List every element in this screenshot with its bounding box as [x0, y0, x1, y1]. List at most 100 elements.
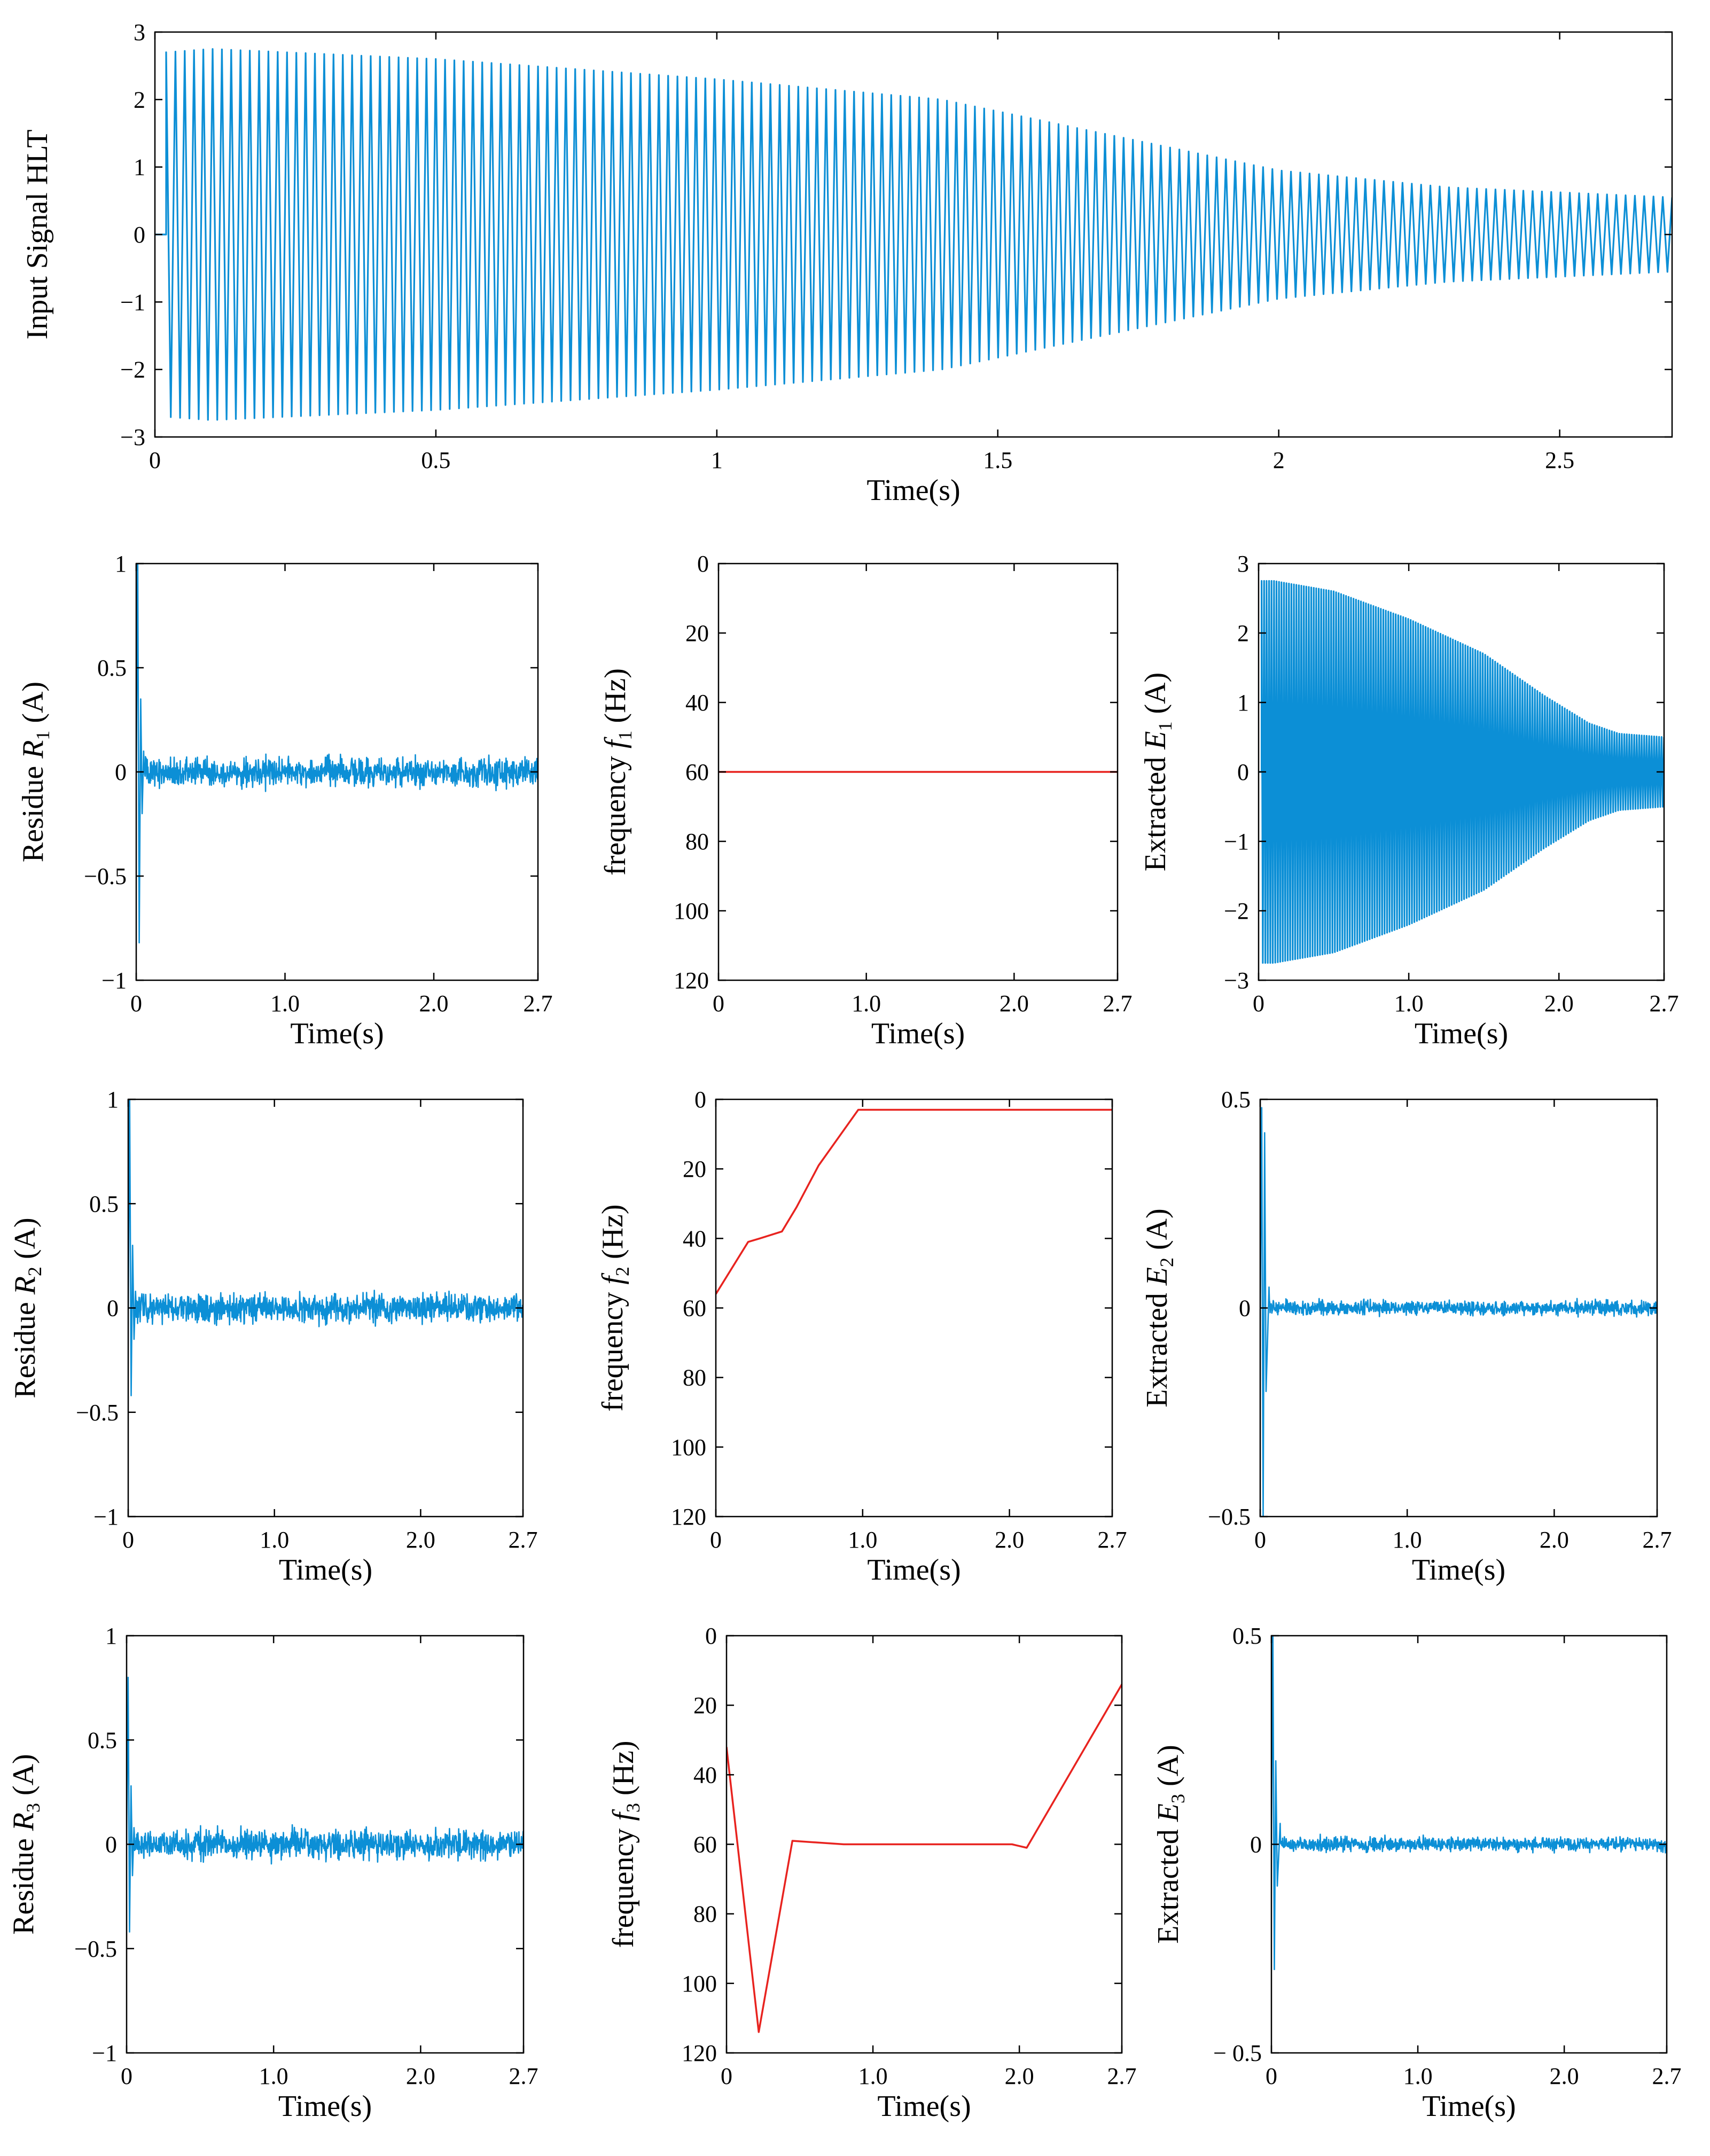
- r2-ytick-label: 1: [107, 1087, 119, 1113]
- f3-ytick-label: 40: [693, 1762, 717, 1788]
- f1-ytick-label: 20: [685, 620, 709, 646]
- r1-xlabel: Time(s): [290, 1017, 384, 1050]
- f3-ytick-label: 120: [682, 2040, 717, 2066]
- r2-ytick-label: 0: [107, 1295, 119, 1322]
- f2-ytick-label: 120: [671, 1504, 706, 1530]
- panel-f2: 0 1.0 2.0 2.7 0 20 40 60 80 100 120 Time(s) frequenc…: [596, 1087, 1127, 1587]
- r2-ytick-label: 0.5: [89, 1191, 119, 1217]
- e3-ytick-label: 0: [1250, 1832, 1262, 1858]
- e1-xtick-label: 0: [1253, 990, 1264, 1017]
- input-ytick-label: −1: [120, 289, 145, 315]
- r2-xtick-label: 0: [122, 1527, 134, 1553]
- e1-ytick-label: 1: [1237, 690, 1249, 716]
- r1-xtick-label: 2.0: [419, 990, 449, 1017]
- e2-xtick-label: 2.7: [1643, 1527, 1672, 1553]
- r3-ytick-label: 1: [105, 1623, 117, 1649]
- e1-ytick-label: 2: [1237, 620, 1249, 646]
- input-xtick-label: 2.5: [1545, 447, 1574, 473]
- f2-ytick-label: 0: [694, 1087, 706, 1113]
- e3-xtick-label: 2.0: [1550, 2063, 1579, 2089]
- e2-ylabel: Extracted E2 (A): [1141, 1208, 1177, 1408]
- e1-ytick-label: 0: [1237, 759, 1249, 785]
- input-ytick-label: 0: [134, 222, 145, 248]
- f1-xlabel: Time(s): [871, 1017, 965, 1050]
- r1-ytick-label: 1: [115, 551, 127, 577]
- r2-series-line: [128, 1099, 523, 1396]
- f2-ytick-label: 80: [683, 1365, 706, 1391]
- r3-series-line: [127, 1676, 524, 1933]
- f2-ylabel: frequency f2 (Hz): [596, 1204, 633, 1411]
- r1-ytick-label: −0.5: [84, 863, 127, 889]
- r2-ytick-label: −1: [93, 1504, 119, 1530]
- r2-ytick-label: −0.5: [76, 1400, 119, 1426]
- f3-xtick-label: 2.0: [1005, 2063, 1034, 2089]
- r2-ylabel: Residue R2 (A): [9, 1217, 45, 1398]
- r1-ylabel: Residue R1 (A): [17, 682, 53, 862]
- r1-xtick-label: 2.7: [524, 990, 553, 1017]
- r1-series-line: [136, 564, 538, 944]
- e1-ytick-label: −2: [1224, 898, 1249, 924]
- e2-xtick-label: 1.0: [1393, 1527, 1422, 1553]
- f2-ytick-label: 20: [683, 1156, 706, 1182]
- f2-series-line: [716, 1108, 1112, 1295]
- r3-xlabel: Time(s): [278, 2090, 372, 2123]
- e2-ytick-label: 0: [1239, 1295, 1251, 1322]
- r3-ytick-label: 0.5: [88, 1727, 117, 1753]
- f1-ytick-label: 40: [685, 690, 709, 716]
- r1-ytick-label: 0.5: [97, 655, 127, 681]
- f3-xtick-label: 0: [721, 2063, 732, 2089]
- input-xtick-label: 1.5: [983, 447, 1012, 473]
- r3-ytick-label: 0: [105, 1832, 117, 1858]
- e2-series-line: [1260, 1107, 1657, 1517]
- e1-xtick-label: 2.0: [1544, 990, 1574, 1017]
- f2-ytick-label: 40: [683, 1225, 706, 1252]
- e1-series-line: [1259, 580, 1664, 964]
- f2-xtick-label: 2.0: [995, 1527, 1024, 1553]
- f2-xtick-label: 0: [710, 1527, 722, 1553]
- r2-xtick-label: 2.7: [509, 1527, 538, 1553]
- e2-xlabel: Time(s): [1412, 1553, 1505, 1587]
- f3-ytick-label: 0: [705, 1623, 717, 1649]
- e2-ytick-label: 0.5: [1221, 1087, 1251, 1113]
- panel-f1: 0 1.0 2.0 2.7 0 20 40 60 80 100 120 Time(s) frequenc…: [599, 551, 1133, 1050]
- e3-xtick-label: 2.7: [1652, 2063, 1682, 2089]
- panel-r2: 0 1.0 2.0 2.7 −1 −0.5 0 0.5 1 Time(s) Residue R2 (…: [9, 1087, 538, 1587]
- f3-ylabel: frequency f3 (Hz): [607, 1740, 644, 1948]
- input-xtick-label: 1: [711, 447, 723, 473]
- panel-r1: 0 1.0 2.0 2.7 −1 −0.5 0 0.5 1 Time(s) Residue R1 (…: [17, 551, 553, 1050]
- e3-xtick-label: 1.0: [1403, 2063, 1433, 2089]
- f3-xlabel: Time(s): [877, 2090, 971, 2123]
- input-ytick-label: −2: [120, 357, 145, 383]
- r3-ytick-label: −1: [92, 2040, 117, 2066]
- r2-xtick-label: 1.0: [260, 1527, 289, 1553]
- e3-xtick-label: 0: [1266, 2063, 1277, 2089]
- f1-xtick-label: 2.7: [1103, 990, 1133, 1017]
- input-xtick-label: 0: [149, 447, 161, 473]
- e3-ylabel: Extracted E3 (A): [1152, 1745, 1189, 1944]
- f3-ytick-label: 20: [693, 1692, 717, 1718]
- e2-xtick-label: 2.0: [1540, 1527, 1569, 1553]
- e3-series-line: [1271, 1636, 1667, 1971]
- f2-ytick-label: 60: [683, 1295, 706, 1322]
- e1-ytick-label: −3: [1224, 967, 1249, 994]
- r3-xtick-label: 2.7: [509, 2063, 538, 2089]
- r3-xtick-label: 2.0: [406, 2063, 435, 2089]
- panel-e1: 0 1.0 2.0 2.7 −3 −2 −1 0 1 2 3 Time(s) Extracted E1 …: [1139, 551, 1679, 1050]
- e1-xtick-label: 1.0: [1394, 990, 1424, 1017]
- f3-series-line: [727, 1684, 1122, 2033]
- input-series-line: [155, 48, 1672, 421]
- input-xtick-label: 0.5: [421, 447, 450, 473]
- f1-xtick-label: 2.0: [1000, 990, 1029, 1017]
- e2-ytick-label: −0.5: [1208, 1504, 1251, 1530]
- f3-ytick-label: 100: [682, 1971, 717, 1997]
- e1-ylabel: Extracted E1 (A): [1139, 673, 1176, 872]
- f2-xtick-label: 1.0: [848, 1527, 877, 1553]
- r3-xtick-label: 1.0: [259, 2063, 288, 2089]
- r1-ytick-label: −1: [101, 967, 127, 994]
- f1-ytick-label: 120: [674, 967, 709, 994]
- e1-ytick-label: −1: [1224, 829, 1249, 855]
- r3-xtick-label: 0: [121, 2063, 132, 2089]
